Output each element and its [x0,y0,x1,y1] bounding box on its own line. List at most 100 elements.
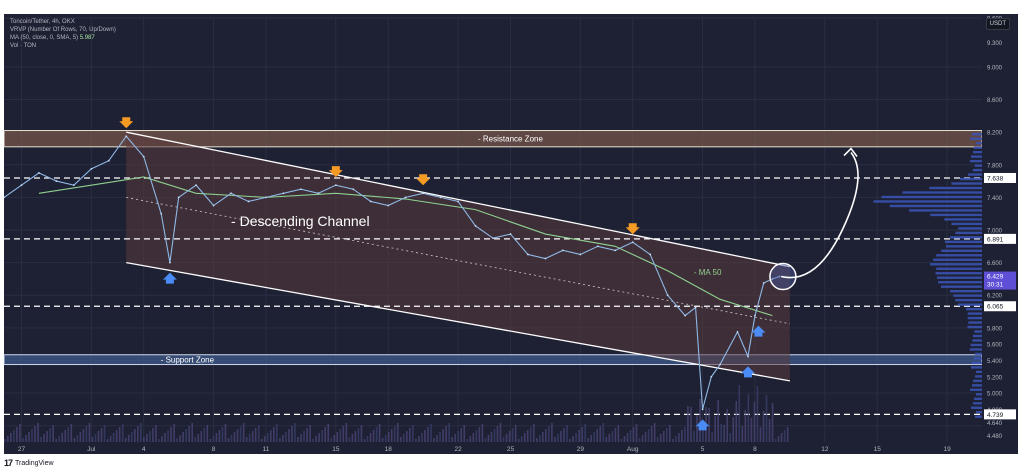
volume-bar [294,423,296,442]
volume-bar [200,431,203,442]
volume-bar [406,431,408,442]
price-point [771,278,774,280]
volume-bar [451,437,453,442]
chart-frame[interactable]: - Resistance Zone - Support Zone - Descen… [4,14,1018,454]
price-tick-label: 7.000 [987,229,1003,235]
volume-bar [578,430,580,442]
tradingview-logo[interactable]: 17 [4,458,13,468]
volume-bar [28,432,30,442]
legend-vol: Vol · TON [10,43,37,49]
volume-bar [245,437,248,442]
volume-profile-bar [968,321,982,324]
price-point [169,261,171,264]
volume-bar [720,424,722,442]
volume-bar [185,429,187,442]
price-point [230,192,232,195]
volume-bar [121,424,124,442]
descending-channel: - Descending Channel [126,131,791,382]
price-point [631,241,634,244]
volume-bar [684,427,686,442]
volume-profile-bar [974,352,982,356]
volume-profile-bar [974,164,982,167]
volume-bar [387,432,390,442]
volume-bar [52,425,54,442]
volume-bar [291,426,293,442]
price-point [369,200,372,203]
price-point [4,196,5,199]
volume-bar [708,408,710,442]
tradingview-brand[interactable]: TradingView [15,459,54,467]
volume-bar [445,426,447,442]
price-point [614,249,617,252]
volume-bar [735,401,738,442]
price-chart[interactable]: - Resistance Zone - Support Zone - Descen… [4,14,1018,454]
volume-bar [130,432,133,442]
volume-bar [481,424,484,442]
volume-bar [605,437,608,442]
volume-bar [61,433,64,442]
volume-profile-bar [936,267,982,270]
volume-bar [714,416,716,442]
volume-bar [496,426,499,442]
volume-profile-bar [944,240,982,244]
price-point [492,237,494,240]
volume-bar [46,431,48,442]
volume-bar [726,409,729,442]
volume-profile-bar [972,402,982,405]
volume-bar [520,436,523,442]
volume-profile-bar [969,348,982,351]
volume-bar [590,435,592,442]
volume-profile-bar [940,285,982,288]
footer: 17 TradingView [4,458,54,468]
time-tick-label: 8 [212,446,216,453]
volume-bar [478,427,481,442]
volume-profile-bar [930,263,982,266]
legend-ma: MA (50, close, 0, SMA, 5) 5.987 [10,34,116,42]
up-arrow-icon [162,272,177,284]
volume-bar [384,435,387,442]
volume-profile-bar [974,375,982,378]
channel-fill [126,132,790,381]
volume-bar [279,438,281,442]
volume-bar [554,437,556,442]
volume-bar [759,427,762,442]
volume-bar [629,430,632,442]
volume-bar [599,426,602,442]
volume-bar [460,428,463,442]
time-tick-label: 15 [332,446,340,453]
support-zone [4,354,983,366]
volume-bar [330,438,333,442]
volume-bar [617,425,620,442]
price-point [265,196,267,199]
volume-bar [593,432,596,442]
volume-bar [402,434,405,442]
volume-bar [502,437,505,442]
up-arrow-icon [740,366,755,378]
volume-bar [681,430,683,442]
volume-bar [269,430,272,442]
time-tick-label: Jul [87,446,96,453]
volume-bar [523,433,526,442]
volume-bar [665,428,668,442]
volume-profile-bar [973,146,982,149]
volume-bar [161,436,163,442]
price-tick-label: 4.640 [987,421,1003,427]
volume-bar [13,430,15,442]
level-price-tag [984,301,1016,312]
volume-bar [608,434,611,442]
price-line [4,135,781,411]
volume-profile-bar [966,307,982,311]
channel-upper-line [126,131,791,268]
volume-profile-bar [949,236,982,239]
volume-bar [421,433,423,442]
volume-bar [170,427,172,442]
price-point [509,233,512,235]
price-axis: 9.6009.3009.0008.6008.2007.8007.6387.400… [982,14,1018,454]
volume-bar [351,434,354,442]
level-price-label: 6.065 [987,304,1004,311]
volume-bar [442,429,444,442]
currency-button[interactable]: USDT [985,18,1010,30]
volume-bar [741,426,744,442]
ma-50-label: - MA 50 [694,268,722,277]
price-tick-label: 5.600 [987,343,1003,349]
